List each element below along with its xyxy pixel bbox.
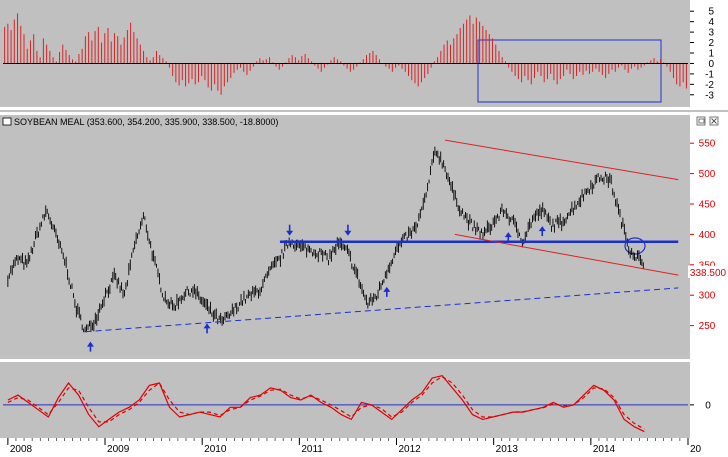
price-tick-label: 450 [699, 200, 716, 211]
up-arrow-head [504, 232, 512, 238]
histogram-tick-label: -2 [705, 80, 714, 91]
price-axis-area [690, 115, 728, 359]
price-layer [7, 139, 679, 352]
trendline-channel-lower [454, 233, 679, 276]
up-arrow-icon [86, 341, 94, 352]
close-icon[interactable] [709, 116, 719, 126]
series-icon [2, 117, 12, 126]
up-arrow-icon [203, 323, 211, 334]
macd-line-dashed [7, 375, 645, 430]
time-tick-label: 20 [690, 444, 702, 455]
down-arrow-icon [286, 224, 294, 236]
time-tick-label: 2008 [10, 444, 33, 455]
down-arrow-head [344, 230, 352, 236]
macd-panel [0, 362, 690, 438]
chart-title: SOYBEAN MEAL (353.600, 354.200, 335.900,… [14, 117, 278, 127]
histogram-tick-label: 5 [708, 7, 714, 18]
histogram-tick-label: 3 [708, 28, 714, 39]
restore-icon[interactable] [696, 116, 706, 126]
price-tick-label: 550 [699, 139, 716, 150]
up-arrow-head [203, 323, 211, 329]
time-tick-label: 2009 [107, 444, 130, 455]
up-arrow-icon [504, 232, 512, 243]
time-axis-area [0, 438, 728, 457]
time-tick-label: 2014 [593, 444, 616, 455]
price-tick-label: 250 [699, 321, 716, 332]
macd-tick-label: 0 [705, 400, 711, 411]
title-bar [0, 115, 690, 127]
macd-axis-area [690, 362, 728, 438]
price-tick-label: 500 [699, 169, 716, 180]
time-tick-label: 2012 [399, 444, 422, 455]
down-arrow-icon [344, 224, 352, 236]
histogram-tick-label: -3 [705, 90, 714, 101]
histogram-axis-area [690, 0, 728, 107]
up-arrow-head [383, 286, 391, 292]
histogram-highlight-box [477, 39, 662, 103]
axis-layer: 543210-1-2-3550500450400350300250338.500… [7, 7, 728, 455]
trendline-support [85, 287, 679, 333]
time-tick-label: 2011 [301, 444, 323, 455]
time-tick-label: 2013 [496, 444, 519, 455]
histogram-tick-label: -1 [705, 69, 714, 80]
up-arrow-head [538, 226, 546, 232]
up-arrow-icon [538, 226, 546, 237]
histogram-tick-label: 1 [708, 49, 714, 60]
price-tick-label: 300 [699, 291, 716, 302]
price-tick-label: 400 [699, 230, 716, 241]
histogram-tick-label: 4 [708, 17, 714, 28]
histogram-layer [3, 13, 688, 95]
time-tick-label: 2010 [204, 444, 227, 455]
histogram-panel [0, 0, 690, 107]
up-arrow-head [86, 341, 94, 347]
down-arrow-head [286, 230, 294, 236]
last-value-label: 338.500 [690, 268, 727, 279]
histogram-tick-label: 2 [708, 38, 714, 49]
up-arrow-icon [383, 286, 391, 297]
price-panel [0, 115, 690, 359]
histogram-tick-label: 0 [708, 59, 714, 70]
last-value-box [688, 265, 728, 278]
macd-layer [3, 375, 688, 433]
trendline-channel-upper [445, 139, 679, 181]
